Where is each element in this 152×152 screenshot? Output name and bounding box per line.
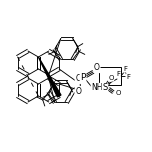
Text: O: O <box>108 75 114 81</box>
Bar <box>99 67 121 85</box>
Text: O: O <box>75 74 81 83</box>
Text: NH: NH <box>91 83 103 93</box>
Text: O: O <box>115 90 121 96</box>
Text: F: F <box>126 74 130 80</box>
Text: F: F <box>123 66 127 72</box>
Text: O: O <box>94 64 100 73</box>
Text: F: F <box>116 71 120 77</box>
Text: O: O <box>75 87 81 96</box>
Polygon shape <box>38 57 61 97</box>
Text: P: P <box>80 74 86 83</box>
Text: S: S <box>102 83 108 93</box>
